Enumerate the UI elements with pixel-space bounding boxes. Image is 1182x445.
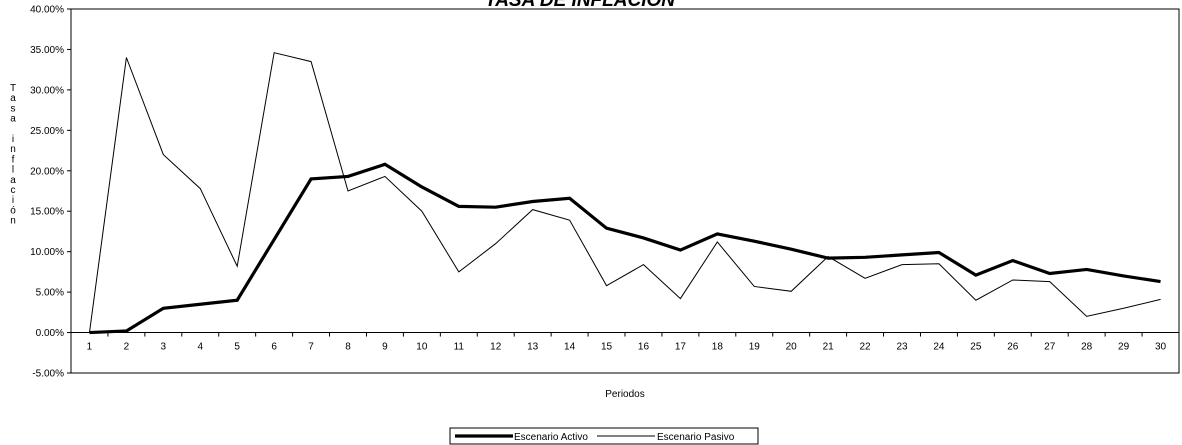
y-axis-title-char: f xyxy=(12,154,15,165)
plot-frame xyxy=(70,8,1180,374)
x-tick-label: 22 xyxy=(860,342,872,353)
x-tick-label: 18 xyxy=(712,342,724,353)
y-axis-title-char: n xyxy=(10,144,16,155)
y-tick-label: 0.00% xyxy=(36,328,64,339)
y-axis-title-char: l xyxy=(12,165,14,176)
series-layer xyxy=(88,52,1161,335)
x-tick-label: 28 xyxy=(1081,342,1093,353)
plot-area xyxy=(70,8,1180,374)
y-axis-title-char: n xyxy=(10,216,16,227)
x-tick-label: 12 xyxy=(490,342,502,353)
y-axis-title-char: a xyxy=(10,93,16,104)
x-tick-label: 19 xyxy=(749,342,761,353)
x-tick-label: 13 xyxy=(527,342,539,353)
y-axis-title-char: i xyxy=(12,195,14,206)
x-tick-label: 30 xyxy=(1155,342,1167,353)
x-tick-label: 29 xyxy=(1118,342,1130,353)
x-tick-label: 23 xyxy=(896,342,908,353)
x-tick-label: 4 xyxy=(197,342,203,353)
y-tick-label: 5.00% xyxy=(36,288,64,299)
y-tick-label: 15.00% xyxy=(30,207,64,218)
legend-label-escenario-activo: Escenario Activo xyxy=(514,432,588,443)
y-tick-label: 20.00% xyxy=(30,166,64,177)
y-axis-title-char: a xyxy=(10,114,16,125)
x-tick-label: 27 xyxy=(1044,342,1056,353)
x-tick-label: 8 xyxy=(345,342,351,353)
x-tick-label: 15 xyxy=(601,342,613,353)
legend-label-escenario-pasivo: Escenario Pasivo xyxy=(657,432,735,443)
series-line-escenario-pasivo xyxy=(88,52,1161,333)
x-tick-label: 16 xyxy=(638,342,650,353)
x-tick-label: 20 xyxy=(786,342,798,353)
y-axis-title-char: s xyxy=(11,103,16,114)
x-axis: 1 2 3 4 5 6 7 8 9 10 11 12 13 14 15 16 17 18 19 20 21 22 23 24 2… xyxy=(70,332,1180,353)
x-tick-label: 5 xyxy=(234,342,240,353)
y-tick-label: 25.00% xyxy=(30,126,64,137)
y-tick-label: 10.00% xyxy=(30,247,64,258)
x-tick-label: 21 xyxy=(823,342,835,353)
x-tick-label: 2 xyxy=(124,342,130,353)
y-axis: -5.00% 0.00% 5.00% 10.00% 15.00% 20.00% 25.00%… xyxy=(30,5,71,380)
x-tick-label: 3 xyxy=(161,342,167,353)
chart-title: TASA DE INFLACIÓN xyxy=(485,0,676,11)
y-axis-title-char: a xyxy=(10,175,16,186)
y-axis-title-char: c xyxy=(11,185,16,196)
x-tick-label: 6 xyxy=(271,342,277,353)
x-tick-label: 1 xyxy=(87,342,93,353)
x-axis-title: Periodos xyxy=(605,389,644,400)
x-tick-label: 26 xyxy=(1007,342,1019,353)
x-tick-label: 24 xyxy=(933,342,945,353)
x-tick-label: 9 xyxy=(382,342,388,353)
x-tick-label: 11 xyxy=(454,342,465,353)
x-tick-label: 17 xyxy=(675,342,687,353)
y-tick-label: 40.00% xyxy=(30,5,64,16)
y-tick-label: 35.00% xyxy=(30,45,64,56)
legend: Escenario Activo Escenario Pasivo xyxy=(449,427,759,445)
series-line-escenario-activo xyxy=(89,162,1161,335)
y-tick-label: 30.00% xyxy=(30,85,64,96)
x-tick-label: 25 xyxy=(970,342,982,353)
y-axis-title-char: T xyxy=(10,83,16,94)
x-tick-label: 10 xyxy=(416,342,428,353)
y-tick-label: -5.00% xyxy=(32,369,64,380)
x-tick-label: 7 xyxy=(308,342,314,353)
y-axis-title-char: ó xyxy=(10,205,16,216)
y-axis-title-char: i xyxy=(12,134,14,145)
x-tick-label: 14 xyxy=(564,342,576,353)
